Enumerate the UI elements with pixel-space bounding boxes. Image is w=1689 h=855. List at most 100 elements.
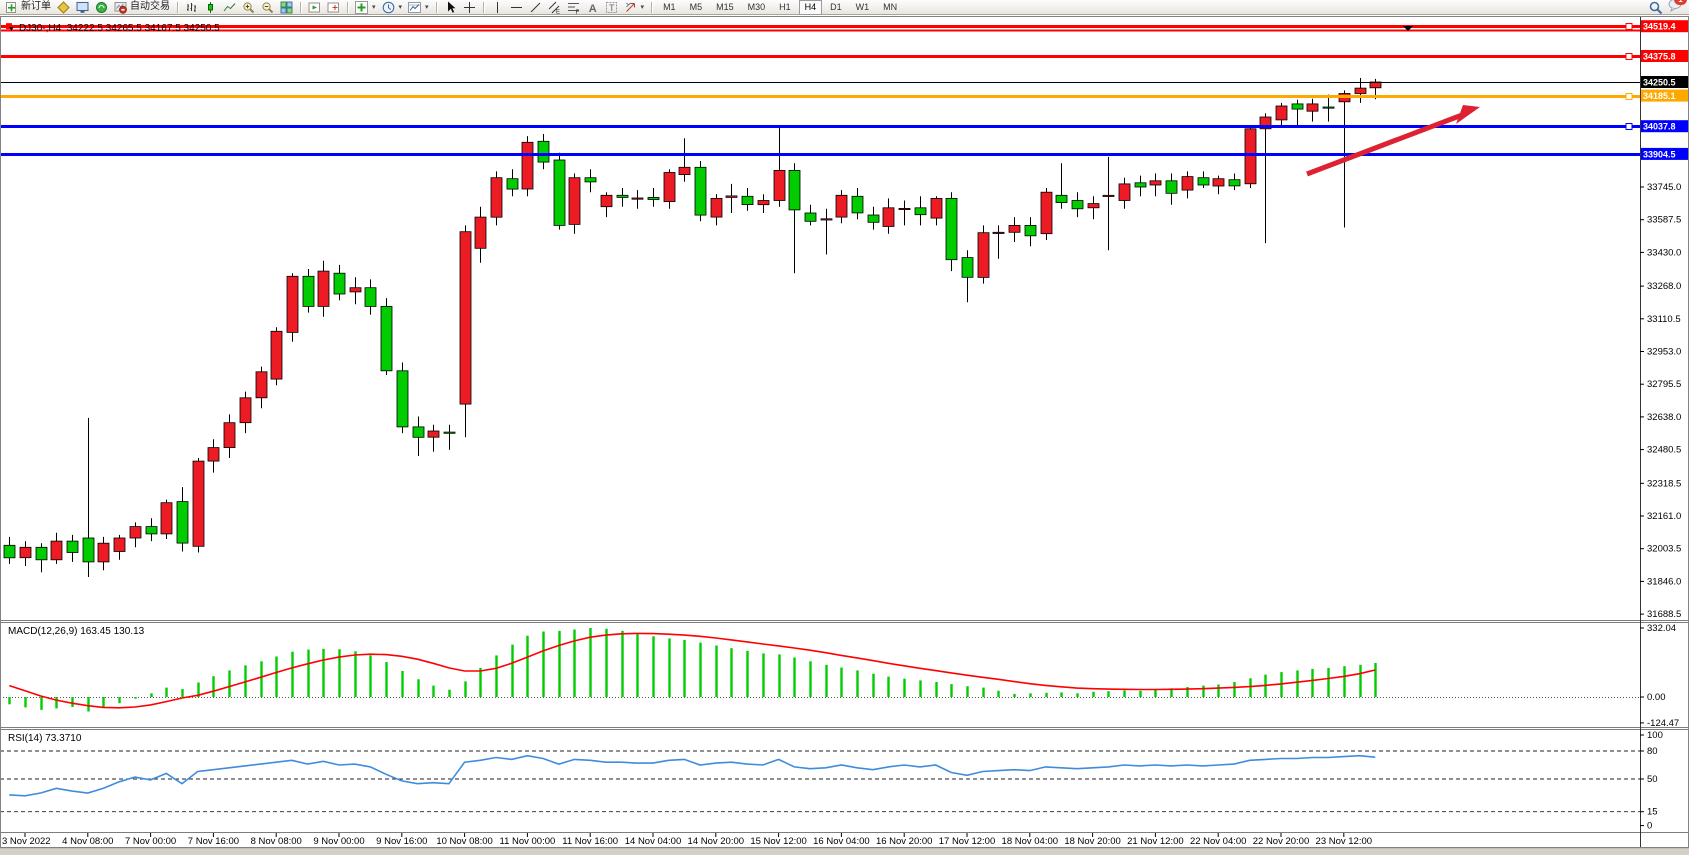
chart-line-icon xyxy=(223,1,236,14)
timeframe-button-mn[interactable]: MN xyxy=(883,1,898,12)
cursor-button[interactable] xyxy=(441,0,460,14)
candle xyxy=(1040,188,1053,240)
line-handle[interactable] xyxy=(1625,123,1633,130)
rsi-indicator-label: RSI(14) 73.3710 xyxy=(8,733,82,744)
line-handle[interactable] xyxy=(1625,93,1633,100)
auto-trading-icon xyxy=(114,1,127,14)
search-icon[interactable] xyxy=(1649,1,1663,14)
toolbar-separator xyxy=(300,1,301,13)
autoscroll-button[interactable] xyxy=(305,0,324,14)
candle xyxy=(678,138,691,182)
candle xyxy=(663,169,676,209)
crosshair-icon xyxy=(463,1,476,14)
time-axis[interactable]: 3 Nov 2022 4 Nov 08:00 7 Nov 00:00 7 Nov 16… xyxy=(2,833,1372,847)
svg-text:-124.47: -124.47 xyxy=(1647,718,1679,729)
candle xyxy=(1244,125,1257,188)
price-badge: 34250.5 xyxy=(1641,76,1688,88)
price-badge: 34037.8 xyxy=(1641,120,1688,133)
svg-text:22 Nov 20:00: 22 Nov 20:00 xyxy=(1253,836,1310,847)
new-order-button[interactable]: 新订单 xyxy=(2,0,54,14)
vertical-line-button[interactable] xyxy=(488,0,507,14)
market-watch-button[interactable] xyxy=(73,0,92,14)
candle xyxy=(129,522,142,548)
tile-windows-button[interactable] xyxy=(277,0,296,14)
trendline-button[interactable] xyxy=(526,0,545,14)
chart-canvas: 33745.0 33587.5 33430.0 33268.0 33110.5 32953… xyxy=(0,16,1689,855)
toolbar-separator xyxy=(347,1,348,13)
text-button[interactable]: A xyxy=(583,0,602,15)
candle xyxy=(804,204,817,226)
candle xyxy=(867,206,880,230)
svg-text:23 Nov 12:00: 23 Nov 12:00 xyxy=(1316,836,1373,847)
candle xyxy=(647,188,660,207)
candle xyxy=(1197,171,1210,188)
zoom-in-icon xyxy=(242,1,255,14)
chart-candles-button[interactable] xyxy=(201,0,220,14)
line-handle[interactable] xyxy=(1625,53,1633,60)
text-label-button[interactable]: T xyxy=(602,0,621,14)
candle xyxy=(1102,156,1115,251)
candle xyxy=(270,327,283,386)
svg-text:F: F xyxy=(575,9,579,13)
candle xyxy=(459,225,472,438)
candle xyxy=(380,298,393,375)
new-chart-button[interactable] xyxy=(54,0,73,14)
channel-button[interactable]: E xyxy=(545,0,564,15)
svg-text:34185.1: 34185.1 xyxy=(1643,91,1676,101)
periods-button[interactable]: ▾ xyxy=(379,0,406,14)
zoom-out-button[interactable] xyxy=(258,0,277,14)
timeframe-button-w1[interactable]: W1 xyxy=(855,1,870,12)
fibonacci-button[interactable]: F xyxy=(564,0,583,15)
timeframe-button-h1[interactable]: H1 xyxy=(779,1,791,12)
trend-arrow[interactable] xyxy=(1306,105,1480,177)
timeframe-button-m30[interactable]: M30 xyxy=(747,1,766,12)
chevron-down-icon: ▾ xyxy=(398,4,403,11)
timeframe-button-d1[interactable]: D1 xyxy=(830,1,842,12)
chart-shift-marker[interactable] xyxy=(1403,26,1413,31)
svg-text:33430.0: 33430.0 xyxy=(1647,247,1681,258)
chart-line-button[interactable] xyxy=(220,0,239,14)
arrows-button[interactable]: ▾ xyxy=(621,0,648,14)
auto-trading-button[interactable]: 自动交易 xyxy=(111,0,173,14)
line-handle[interactable] xyxy=(1625,23,1633,30)
candle xyxy=(694,161,707,222)
candle xyxy=(1275,102,1288,128)
candle xyxy=(820,208,833,255)
price-badge: 33904.5 xyxy=(1641,147,1688,160)
notifications-button[interactable]: 1 xyxy=(1668,0,1687,17)
timeframe-button-h4[interactable]: H4 xyxy=(798,0,823,15)
candle xyxy=(1228,173,1241,191)
candle xyxy=(616,188,629,207)
svg-text:15 Nov 12:00: 15 Nov 12:00 xyxy=(750,836,807,847)
line-handle[interactable] xyxy=(6,23,12,30)
chevron-down-icon: ▾ xyxy=(372,4,376,11)
fibonacci-icon: F xyxy=(567,1,580,15)
candle xyxy=(710,194,723,226)
candle xyxy=(992,225,1005,259)
price-axis[interactable]: 33745.0 33587.5 33430.0 33268.0 33110.5 32953… xyxy=(1640,20,1688,832)
timeframe-group: M1 M5 M15 M30 H1 H4 D1 W1 MN xyxy=(656,0,904,15)
chart-bars-button[interactable] xyxy=(182,0,201,14)
chevron-down-icon: ▾ xyxy=(640,4,645,11)
price-badge: 34375.8 xyxy=(1641,50,1688,62)
navigator-button[interactable] xyxy=(92,0,111,14)
timeframe-button-m15[interactable]: M15 xyxy=(716,1,734,12)
timeframe-button-m5[interactable]: M5 xyxy=(689,1,703,12)
collapse-triangle-icon[interactable]: ▼ xyxy=(8,26,15,33)
macd-signal-line xyxy=(9,632,1376,709)
chart-shift-button[interactable] xyxy=(324,0,343,14)
toolbar-separator xyxy=(177,1,178,13)
templates-button[interactable]: ▾ xyxy=(405,0,432,14)
svg-text:18 Nov 04:00: 18 Nov 04:00 xyxy=(1002,836,1059,847)
vline-icon xyxy=(491,1,504,14)
timeframe-button-m1[interactable]: M1 xyxy=(663,1,676,12)
zoom-in-button[interactable] xyxy=(239,0,258,14)
horizontal-line-button[interactable] xyxy=(507,0,526,14)
candle xyxy=(82,417,95,577)
svg-text:33745.0: 33745.0 xyxy=(1647,182,1681,193)
price-badge: 34519.4 xyxy=(1641,20,1688,33)
candle xyxy=(176,487,189,552)
indicators-button[interactable]: ▾ xyxy=(352,0,379,14)
candle xyxy=(741,188,754,211)
crosshair-button[interactable] xyxy=(460,0,479,14)
